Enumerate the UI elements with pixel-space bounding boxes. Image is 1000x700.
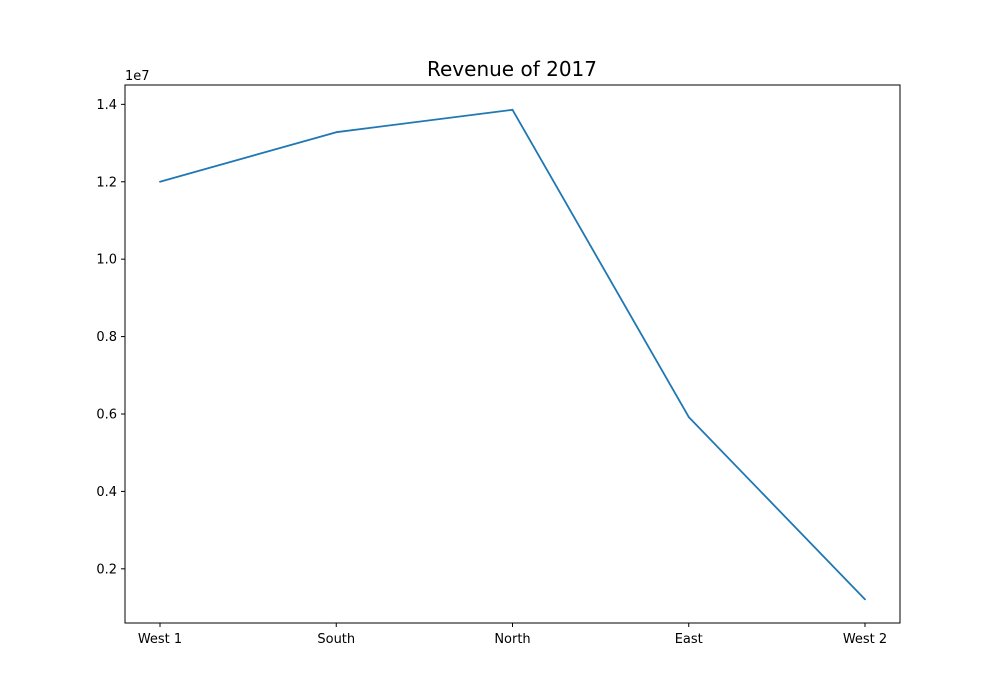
x-axis: West 1 South North East West 2 [138,623,887,647]
y-tick-label: 1.2 [96,175,117,190]
x-tick-label: East [675,632,703,647]
y-tick-label: 1.0 [96,253,117,268]
data-point [864,598,866,601]
data-point [335,131,338,134]
y-axis: 0.2 0.4 0.6 0.8 1.0 1.2 1.4 [96,98,125,577]
series-line [159,108,866,601]
y-offset-label: 1e7 [125,69,150,84]
x-tick-label: North [494,632,530,647]
y-tick-label: 1.4 [96,98,117,113]
x-tick-label: West 2 [843,632,887,647]
y-tick-label: 0.2 [96,562,117,577]
y-tick-label: 0.8 [96,330,117,345]
series-layer [159,108,866,601]
y-tick-label: 0.4 [96,485,117,500]
x-tick-label: West 1 [138,632,182,647]
data-point [159,180,161,183]
data-point [687,416,690,418]
y-tick-label: 0.6 [96,407,117,422]
x-tick-label: South [317,632,355,647]
data-point [511,108,514,111]
chart-title: Revenue of 2017 [427,57,597,81]
plot-frame [124,84,901,624]
